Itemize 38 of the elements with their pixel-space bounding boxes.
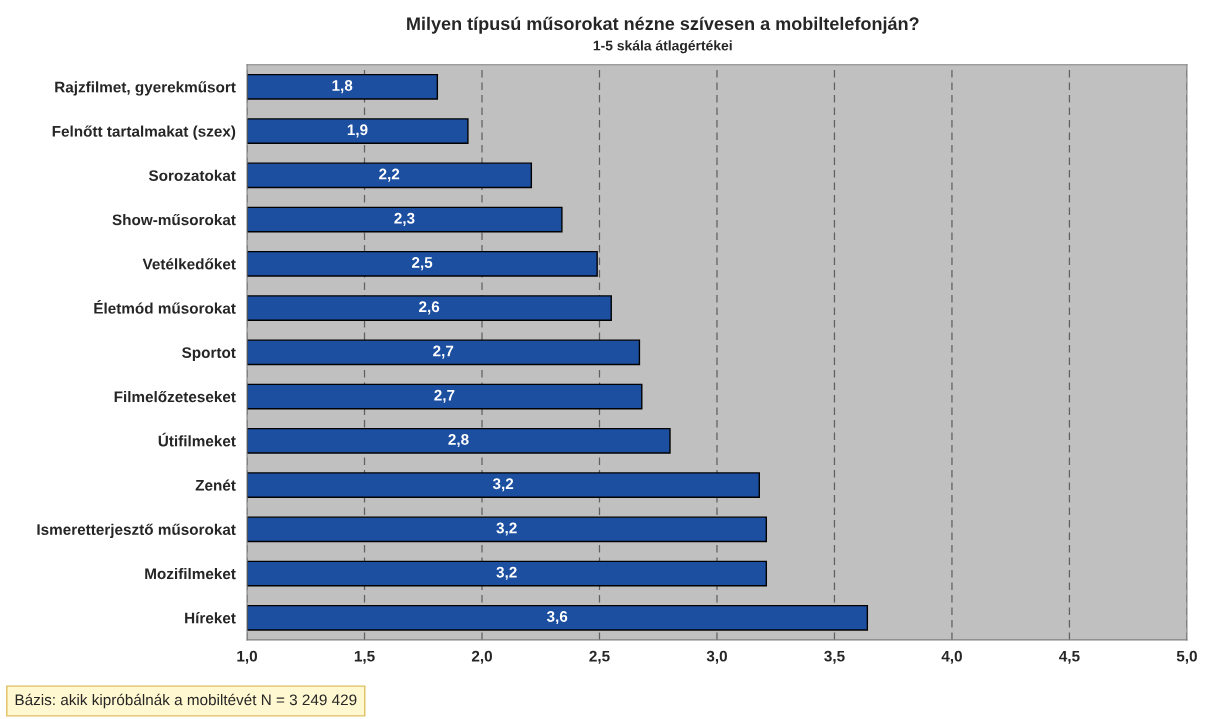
y-tick-label: Útifilmeket (158, 432, 236, 447)
data-label: 2,2 (379, 168, 400, 182)
y-tick-label: Életmód műsorokat (94, 300, 236, 314)
data-label: 2,7 (434, 389, 455, 403)
data-label: 3,6 (546, 611, 568, 625)
y-tick-label: Sportot (182, 347, 236, 362)
y-tick-label: Felnőtt tartalmakat (szex) (52, 125, 236, 140)
data-label: 1,8 (332, 80, 353, 94)
data-label: 2,6 (419, 301, 440, 315)
y-tick-label: Mozifilmeket (145, 568, 236, 580)
x-tick-label: 2,0 (471, 650, 492, 664)
text: Bázis: akik kipróbálnák a mobiltévét N = 3 249 429 (15, 693, 357, 709)
x-tick-label: 3,0 (706, 650, 727, 664)
chart-title: Milyen típusú műsorokat nézne szívesen a mobiltelefonján? (407, 16, 919, 34)
y-tick-label: Rajzfilmet, gyerekműsort (55, 81, 236, 96)
x-tick-label: 3,5 (824, 650, 845, 664)
x-tick-label: 4,5 (1059, 650, 1080, 664)
y-tick-label: Filmelőzeteseket (114, 391, 236, 403)
x-tick-label: 1,5 (354, 650, 375, 664)
chart-subtitle: 1-5 skála átlagértékei (593, 40, 732, 54)
data-label: 2,7 (433, 345, 454, 359)
x-tick-label: 4,0 (941, 650, 962, 664)
data-label: 3,2 (492, 478, 514, 492)
data-label: 3,2 (496, 566, 517, 580)
y-tick-label: Híreket (185, 612, 236, 624)
data-label: 3,2 (496, 522, 517, 536)
x-tick-label: 1,0 (237, 650, 258, 664)
y-tick-label: Sorozatokat (148, 169, 236, 182)
y-tick-label: Ismeretterjesztő műsorokat (37, 523, 236, 538)
y-tick-label: Show-műsorokat (112, 214, 236, 226)
data-label: 1,9 (347, 124, 368, 138)
y-tick-label: Zenét (195, 479, 236, 491)
data-label: 2,5 (411, 257, 433, 271)
x-tick-label: 5,0 (1176, 650, 1197, 664)
data-label: 2,3 (394, 212, 415, 226)
data-label: 2,8 (448, 434, 469, 448)
y-tick-label: Vetélkedőket (142, 258, 236, 270)
x-tick-label: 2,5 (589, 650, 610, 664)
